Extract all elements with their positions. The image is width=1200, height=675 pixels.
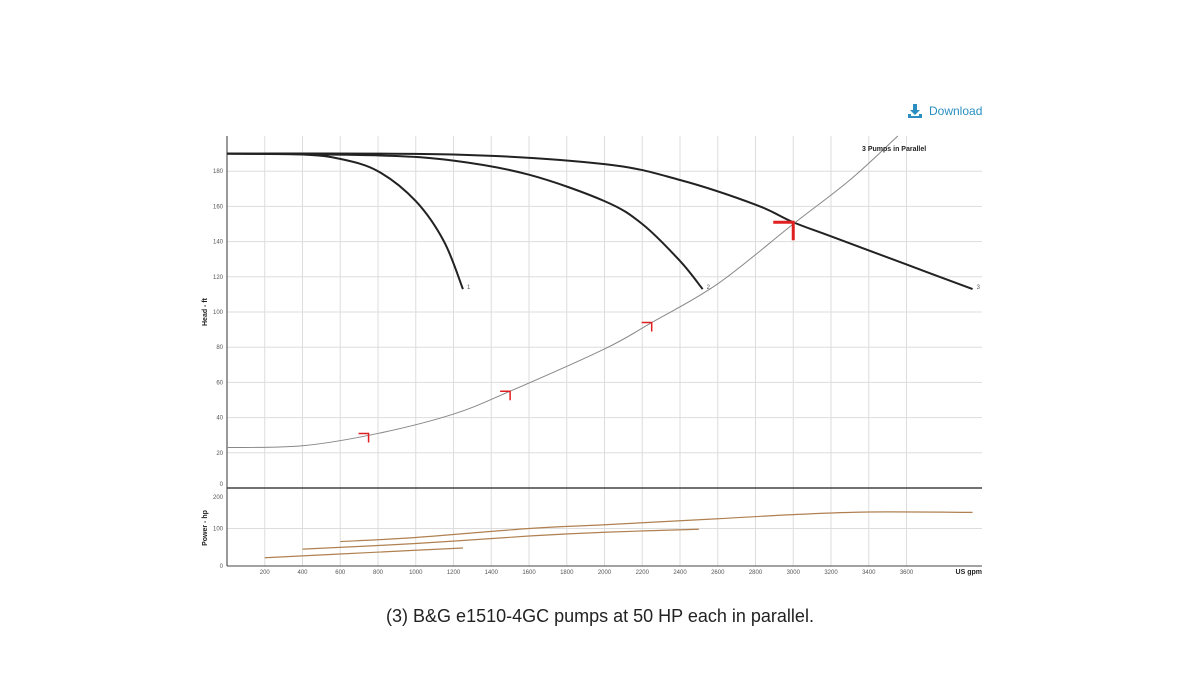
download-label: Download <box>929 104 983 118</box>
power-curve-2 <box>302 528 699 550</box>
head-tick-label: 80 <box>216 345 223 351</box>
head-tick-label: 120 <box>213 275 224 281</box>
x-tick-label: 800 <box>373 570 384 576</box>
x-axis-label: US gpm <box>956 569 982 576</box>
x-tick-label: 1600 <box>522 570 536 576</box>
power-axis-label: Power - hp <box>202 510 209 546</box>
download-icon <box>908 104 922 118</box>
head-tick-label: 40 <box>216 416 223 422</box>
power-curve-3 <box>340 511 973 543</box>
x-tick-label: 600 <box>335 570 346 576</box>
x-tick-label: 2800 <box>749 570 763 576</box>
operating-point-marker <box>500 390 511 401</box>
operating-point-marker <box>641 321 653 332</box>
power-tick-label: 200 <box>213 495 224 501</box>
head-tick-label: 0 <box>220 482 224 488</box>
x-tick-label: 2600 <box>711 570 725 576</box>
head-axis-label: Head - ft <box>202 297 209 326</box>
series-label: 3 Pumps in Parallel <box>862 146 926 153</box>
head-tick-label: 160 <box>213 204 224 210</box>
x-tick-label: 2000 <box>598 570 612 576</box>
head-tick-label: 60 <box>216 380 223 386</box>
pump-curve-chart: 200 400 600 800 1000 1200 1400 1600 1800 2000 2200… <box>202 135 982 576</box>
x-tick-label: 1800 <box>560 570 574 576</box>
x-tick-label: 400 <box>297 570 308 576</box>
x-tick-label: 200 <box>260 570 271 576</box>
power-tick-label: 0 <box>220 564 224 570</box>
series-label: 3 <box>977 285 981 291</box>
x-tick-label: 3400 <box>862 570 876 576</box>
x-tick-label: 3200 <box>824 570 838 576</box>
x-tick-label: 3600 <box>900 570 914 576</box>
x-tick-label: 1000 <box>409 570 423 576</box>
pump-curve-3 <box>226 152 973 291</box>
x-tick-label: 2200 <box>636 570 650 576</box>
x-tick-label: 2400 <box>673 570 687 576</box>
series-label: 1 <box>467 285 471 291</box>
caption: (3) B&G e1510-4GC pumps at 50 HP each in… <box>386 606 814 626</box>
head-tick-label: 100 <box>213 310 224 316</box>
head-tick-label: 20 <box>216 451 223 457</box>
series-label: 2 <box>707 285 711 291</box>
pump-curve-2 <box>226 152 704 290</box>
x-tick-label: 1200 <box>447 570 461 576</box>
power-tick-label: 100 <box>213 527 224 533</box>
pump-curve-1 <box>226 152 464 290</box>
system-curve <box>226 135 899 449</box>
operating-point-marker <box>773 220 795 241</box>
download-button[interactable]: Download <box>907 103 982 119</box>
x-tick-label: 3000 <box>787 570 801 576</box>
head-tick-label: 140 <box>213 240 224 246</box>
head-tick-label: 180 <box>213 169 224 175</box>
operating-point-marker <box>358 432 370 443</box>
power-curve-1 <box>264 547 463 559</box>
x-tick-label: 1400 <box>485 570 499 576</box>
